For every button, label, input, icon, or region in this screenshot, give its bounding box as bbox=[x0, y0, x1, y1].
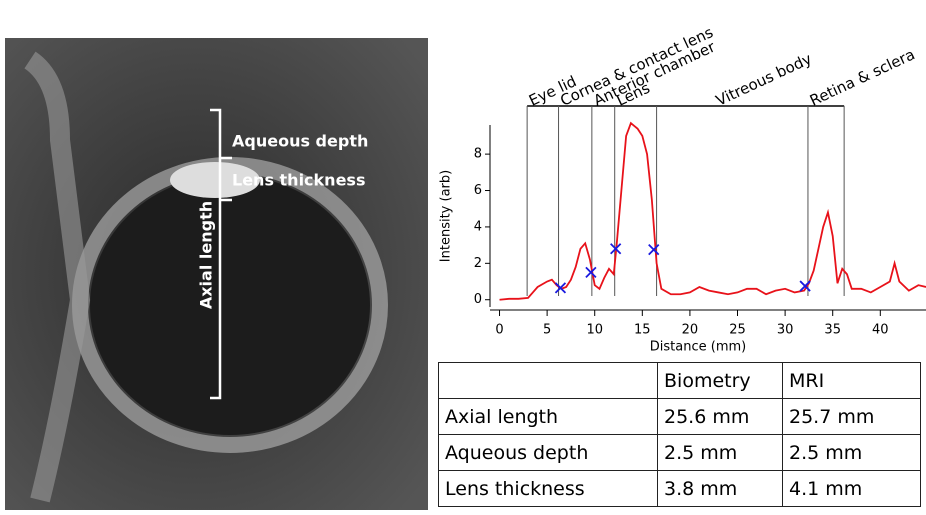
table-row: Lens thickness 3.8 mm 4.1 mm bbox=[438, 470, 921, 507]
x-tick-label: 0 bbox=[495, 323, 503, 338]
x-tick-label: 30 bbox=[777, 323, 794, 338]
table-cell: 25.7 mm bbox=[782, 398, 921, 435]
table-cell: 25.6 mm bbox=[657, 398, 783, 435]
image-label: Aqueous depth bbox=[232, 132, 368, 151]
table-cell: Axial length bbox=[438, 398, 658, 435]
table-header-cell: Biometry bbox=[657, 362, 783, 399]
table-cell: Aqueous depth bbox=[438, 434, 658, 471]
table-header: Biometry MRI bbox=[438, 362, 921, 399]
table-row: Aqueous depth 2.5 mm 2.5 mm bbox=[438, 434, 921, 471]
table-cell: 2.5 mm bbox=[657, 434, 783, 471]
table-row: Axial length 25.6 mm 25.7 mm bbox=[438, 398, 921, 435]
marker bbox=[648, 244, 660, 256]
table-cell: 2.5 mm bbox=[782, 434, 921, 471]
x-tick-label: 20 bbox=[682, 323, 699, 338]
y-tick-label: 2 bbox=[474, 256, 482, 271]
table-cell bbox=[438, 362, 658, 399]
marker bbox=[554, 282, 567, 294]
table-header-cell: MRI bbox=[782, 362, 921, 399]
y-tick-label: 8 bbox=[474, 147, 482, 162]
x-tick-label: 10 bbox=[586, 323, 603, 338]
data-line bbox=[499, 121, 926, 301]
y-tick-label: 4 bbox=[474, 219, 482, 234]
x-tick-label: 5 bbox=[543, 323, 551, 338]
table-cell: 3.8 mm bbox=[657, 470, 783, 507]
y-axis-label: Intensity (arb) bbox=[439, 170, 454, 262]
table-cell: 4.1 mm bbox=[782, 470, 921, 507]
image-label: Lens thickness bbox=[232, 171, 365, 190]
y-tick-label: 0 bbox=[474, 292, 482, 307]
comparison-table: Biometry MRI Axial length 25.6 mm 25.7 mm … bbox=[438, 362, 921, 507]
x-axis-label: Distance (mm) bbox=[650, 340, 746, 355]
marker bbox=[799, 280, 811, 292]
x-tick-label: 35 bbox=[824, 323, 841, 338]
region-label: Vitreous body bbox=[713, 50, 814, 110]
x-tick-label: 40 bbox=[872, 323, 889, 338]
table-cell: Lens thickness bbox=[438, 470, 658, 507]
region-label: Retina & sclera bbox=[807, 45, 918, 109]
mri-image: Aqueous depth Lens thickness Axial lengt… bbox=[5, 38, 428, 510]
marker bbox=[610, 243, 622, 255]
y-tick-label: 6 bbox=[474, 183, 482, 198]
x-tick-label: 25 bbox=[729, 323, 746, 338]
image-label: Axial length bbox=[197, 201, 216, 309]
marker bbox=[585, 266, 597, 279]
x-tick-label: 15 bbox=[634, 323, 651, 338]
